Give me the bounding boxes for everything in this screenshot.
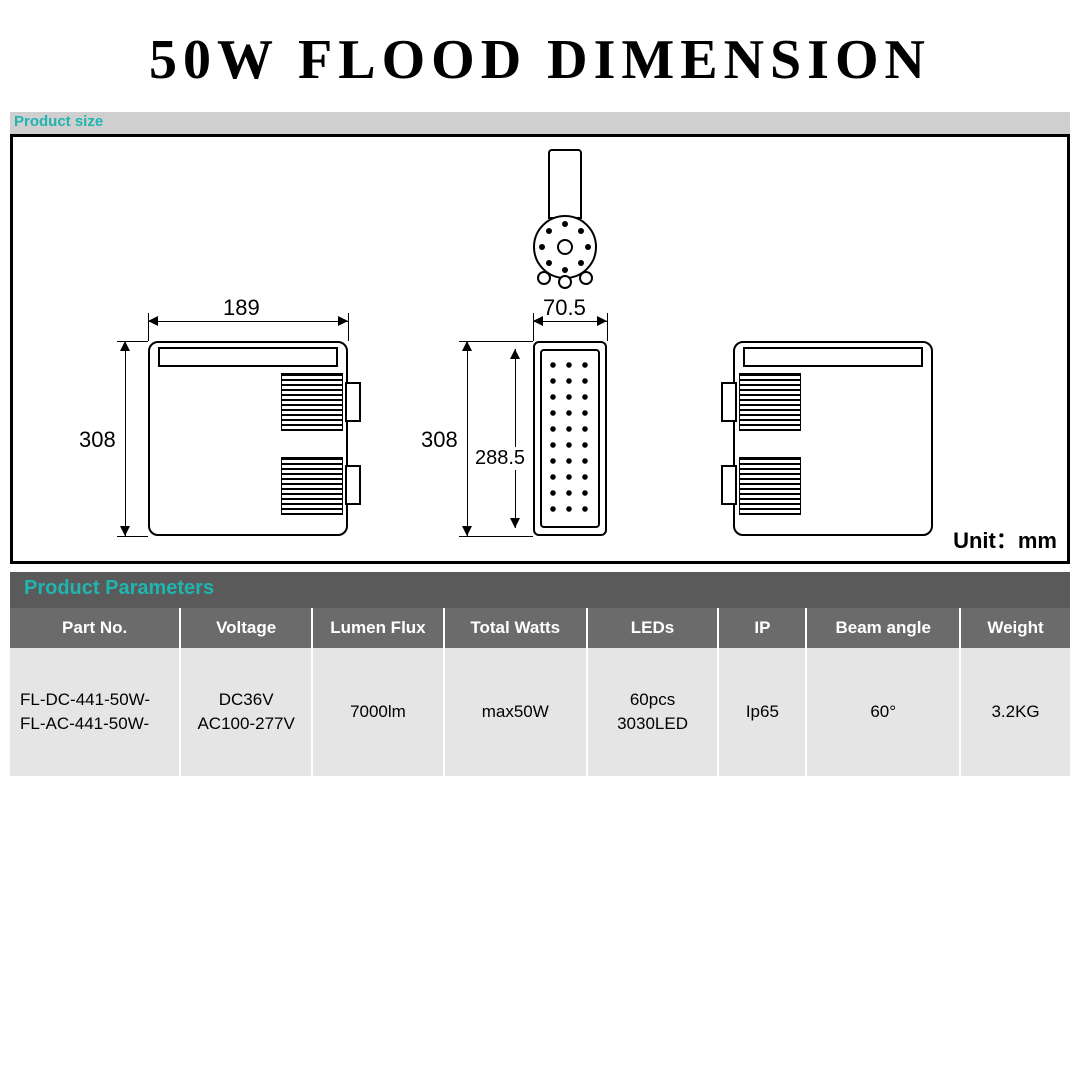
dim-308a: 308 [79,427,116,453]
dim-line-189 [148,321,348,322]
side-fins-bottom [281,457,343,515]
unit-label: Unit：mm [953,523,1057,555]
parameters-table: Part No. Voltage Lumen Flux Total Watts … [10,608,1070,776]
cell-lumen: 7000lm [312,648,444,776]
dimension-drawing: 189 308 70.5 308 288.5 Unit：mm [10,134,1070,564]
dim-line-308a [125,341,126,536]
led-array [545,357,595,520]
product-size-bar: Product size [10,112,1070,134]
cell-beam: 60° [806,648,960,776]
dim-line-705 [533,321,607,322]
table-row: FL-DC-441-50W-FL-AC-441-50W- DC36VAC100-… [10,648,1070,776]
cell-weight: 3.2KG [960,648,1070,776]
dim-189: 189 [223,295,260,321]
bracket-hub-inner [557,239,573,255]
parameters-header: Product Parameters [10,572,1070,608]
col-beam: Beam angle [806,608,960,648]
product-size-label: Product size [14,113,103,130]
page-title: 50W FLOOD DIMENSION [0,0,1080,112]
parameters-label: Product Parameters [24,577,214,600]
bracket-arm [548,149,582,219]
col-weight: Weight [960,608,1070,648]
cell-voltage: DC36VAC100-277V [180,648,312,776]
table-header-row: Part No. Voltage Lumen Flux Total Watts … [10,608,1070,648]
dim-2885: 288.5 [475,447,525,470]
dim-308b: 308 [421,427,458,453]
cell-leds: 60pcs3030LED [587,648,719,776]
side-fins-top [281,373,343,431]
col-leds: LEDs [587,608,719,648]
dim-line-308b [467,341,468,536]
col-ip: IP [718,608,806,648]
col-watts: Total Watts [444,608,587,648]
col-part-no: Part No. [10,608,180,648]
back-fins-bottom [739,457,801,515]
back-fins-top [739,373,801,431]
col-voltage: Voltage [180,608,312,648]
cell-part-no: FL-DC-441-50W-FL-AC-441-50W- [10,648,180,776]
dim-705: 70.5 [543,295,586,321]
dim-line-2885 [515,349,516,528]
col-lumen: Lumen Flux [312,608,444,648]
cell-ip: Ip65 [718,648,806,776]
cell-watts: max50W [444,648,587,776]
